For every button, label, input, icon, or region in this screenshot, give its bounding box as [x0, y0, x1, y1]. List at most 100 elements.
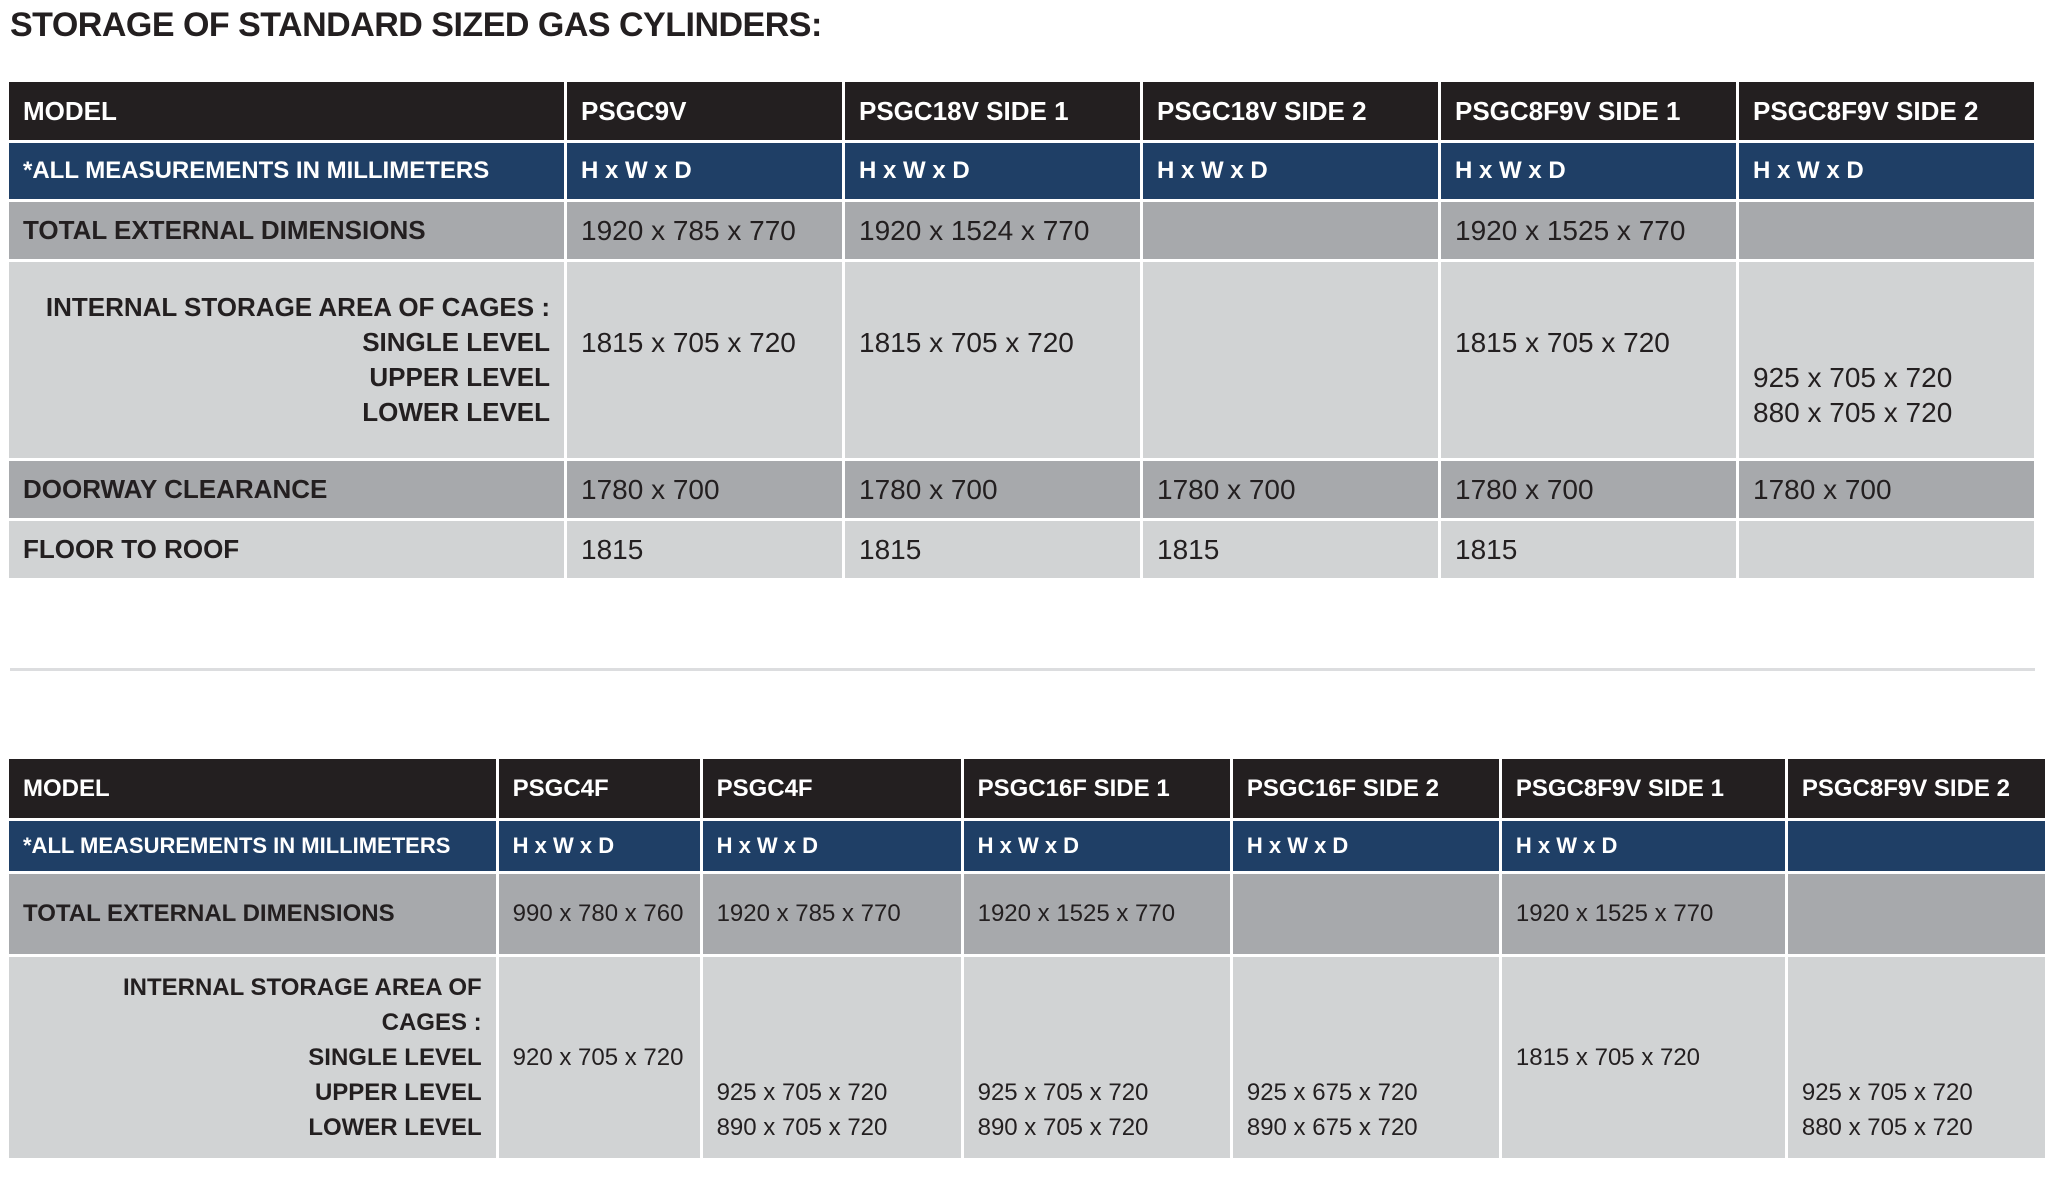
- value-line: 1920 x 785 x 770: [581, 214, 796, 246]
- value-line: [859, 290, 1126, 325]
- value-line: [1753, 290, 2020, 325]
- value-line: 890 x 675 x 720: [1246, 1114, 1418, 1141]
- row-label: TOTAL EXTERNAL DIMENSIONS: [9, 202, 564, 259]
- value-cell: 1815: [567, 521, 842, 578]
- value-line: 925 x 705 x 720: [977, 1079, 1149, 1106]
- value-cell: 925 x 705 x 720 880 x 705 x 720: [1739, 262, 2034, 458]
- subheader-cell: *ALL MEASUREMENTS IN MILLIMETERS: [9, 143, 564, 199]
- subheader-cell: [1787, 821, 2045, 871]
- value-line: 1815: [1157, 533, 1220, 565]
- value-cell: 1780 x 700: [845, 461, 1140, 518]
- value-line: 925 x 705 x 720: [1801, 1079, 1973, 1106]
- header-cell: PSGC18V SIDE 2: [1143, 82, 1438, 140]
- value-cell: 1780 x 700: [1143, 461, 1438, 518]
- label-line: TOTAL EXTERNAL DIMENSIONS: [23, 215, 426, 245]
- row-label: INTERNAL STORAGE AREA OF CAGES : SINGLE LE…: [9, 957, 496, 1158]
- value-line: [1516, 1110, 1771, 1145]
- value-line: 880 x 705 x 720: [1801, 1114, 1973, 1141]
- value-line: [1247, 1040, 1485, 1075]
- data-row: TOTAL EXTERNAL DIMENSIONS 1920 x 785 x 77…: [9, 202, 2034, 259]
- value-cell: 990 x 780 x 760: [498, 874, 700, 954]
- value-line: 1920 x 1524 x 770: [859, 214, 1090, 246]
- value-line: 925 x 675 x 720: [1246, 1079, 1418, 1106]
- header-cell: PSGC4F: [702, 759, 961, 818]
- subheader-cell: H x W x D: [1232, 821, 1499, 871]
- value-cell: 925 x 705 x 720 880 x 705 x 720: [1787, 957, 2045, 1158]
- value-cell: 1920 x 1525 x 770: [963, 874, 1230, 954]
- value-cell: 1920 x 1525 x 770: [1441, 202, 1736, 259]
- value-cell: 1920 x 1525 x 770: [1501, 874, 1785, 954]
- data-row: INTERNAL STORAGE AREA OF CAGES : SINGLE L…: [9, 262, 2034, 458]
- header-cell: PSGC8F9V SIDE 2: [1739, 82, 2034, 140]
- value-line: 1780 x 700: [1455, 473, 1594, 505]
- value-cell: 920 x 705 x 720: [498, 957, 700, 1158]
- header-cell: PSGC4F: [498, 759, 700, 818]
- subheader-cell: *ALL MEASUREMENTS IN MILLIMETERS: [9, 821, 496, 871]
- value-cell: 1780 x 700: [1441, 461, 1736, 518]
- value-line: [1247, 1005, 1485, 1040]
- value-cell: [1232, 874, 1499, 954]
- value-cell: [1739, 521, 2034, 578]
- value-line: 1815: [581, 533, 644, 565]
- value-line: 890 x 705 x 720: [977, 1114, 1149, 1141]
- value-line: [1516, 1075, 1771, 1110]
- subheader-cell: H x W x D: [1739, 143, 2034, 199]
- label-line: INTERNAL STORAGE AREA OF CAGES :: [45, 292, 550, 322]
- label-line: SINGLE LEVEL: [362, 327, 550, 357]
- value-line: 1815 x 705 x 720: [581, 327, 796, 358]
- value-line: [978, 1005, 1216, 1040]
- value-line: 880 x 705 x 720: [1753, 397, 1953, 428]
- value-line: 1780 x 700: [1753, 473, 1892, 505]
- value-line: 925 x 705 x 720: [716, 1079, 888, 1106]
- spec-table: MODEL PSGC4F PSGC4F PSGC16F SIDE 1 PSGC16F S…: [6, 756, 2048, 1161]
- label-line: INTERNAL STORAGE AREA OF: [122, 974, 482, 1001]
- value-line: [1516, 970, 1771, 1005]
- value-line: [581, 290, 828, 325]
- subheader-cell: H x W x D: [845, 143, 1140, 199]
- separator: [10, 668, 2035, 671]
- table-body: MODEL PSGC4F PSGC4F PSGC16F SIDE 1 PSGC16F S…: [9, 759, 2045, 1158]
- value-line: 1920 x 1525 x 770: [1515, 900, 1714, 927]
- value-cell: 1815: [1143, 521, 1438, 578]
- value-line: [717, 1040, 947, 1075]
- row-label: FLOOR TO ROOF: [9, 521, 564, 578]
- subheader-cell: H x W x D: [1441, 143, 1736, 199]
- header-cell: MODEL: [9, 82, 564, 140]
- label-line: CAGES :: [381, 1009, 482, 1036]
- label-line: UPPER LEVEL: [314, 1079, 482, 1106]
- value-cell: [1143, 202, 1438, 259]
- value-cell: [1143, 262, 1438, 458]
- value-line: 1815: [1455, 533, 1518, 565]
- value-cell: 925 x 705 x 720 890 x 705 x 720: [702, 957, 961, 1158]
- value-line: 990 x 780 x 760: [512, 900, 684, 927]
- value-cell: 925 x 705 x 720 890 x 705 x 720: [963, 957, 1230, 1158]
- label-line: SINGLE LEVEL: [308, 1044, 482, 1071]
- header-cell: PSGC16F SIDE 1: [963, 759, 1230, 818]
- label-line: UPPER LEVEL: [369, 362, 550, 392]
- value-cell: 1920 x 785 x 770: [567, 202, 842, 259]
- value-line: [513, 1005, 686, 1040]
- value-line: 1780 x 700: [1157, 473, 1296, 505]
- value-cell: 1815 x 705 x 720: [1441, 262, 1736, 458]
- row-label: TOTAL EXTERNAL DIMENSIONS: [9, 874, 496, 954]
- subheader-cell: H x W x D: [1501, 821, 1785, 871]
- data-row: FLOOR TO ROOF 1815 1815 1815 1815: [9, 521, 2034, 578]
- value-cell: 1815: [845, 521, 1140, 578]
- page-title: STORAGE OF STANDARD SIZED GAS CYLINDERS:: [10, 6, 822, 44]
- value-line: [1802, 970, 2031, 1005]
- value-cell: 1780 x 700: [1739, 461, 2034, 518]
- value-line: 1780 x 700: [859, 473, 998, 505]
- value-cell: 1815 x 705 x 720: [1501, 957, 1785, 1158]
- subheader-cell: H x W x D: [567, 143, 842, 199]
- value-cell: 925 x 675 x 720 890 x 675 x 720: [1232, 957, 1499, 1158]
- value-line: [1802, 1005, 2031, 1040]
- value-line: [513, 970, 686, 1005]
- value-line: [1247, 970, 1485, 1005]
- value-line: [1516, 1005, 1771, 1040]
- value-line: 1815 x 705 x 720: [1455, 327, 1670, 358]
- value-line: [581, 360, 828, 395]
- value-line: [513, 1075, 686, 1110]
